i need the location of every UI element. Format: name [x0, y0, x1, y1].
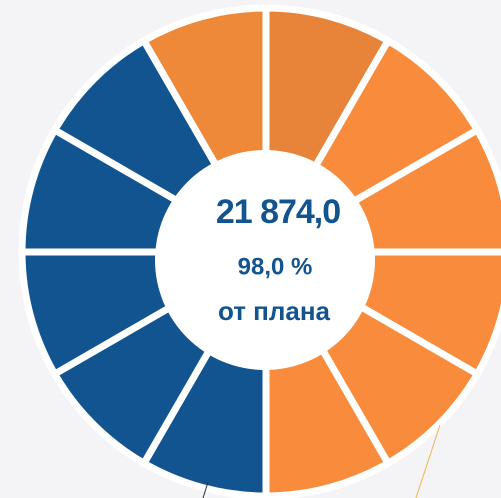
leader-line [202, 481, 209, 498]
center-value: 21 874,0 [216, 193, 340, 231]
center-caption: от плана [218, 296, 331, 326]
center-disc [155, 150, 375, 370]
center-percent: 98,0 % [238, 253, 313, 280]
leader-line [415, 424, 441, 498]
